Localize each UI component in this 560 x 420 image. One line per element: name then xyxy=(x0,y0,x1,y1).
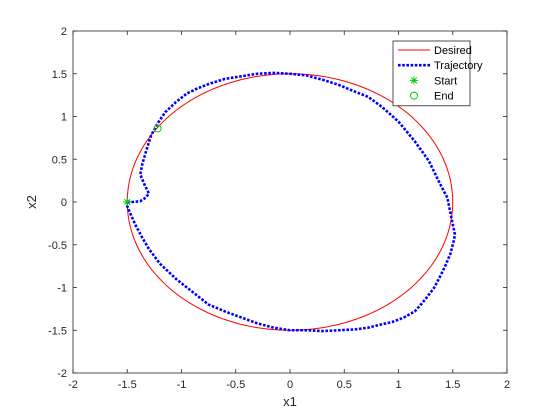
x-tick-label: -2 xyxy=(68,379,78,391)
x-axis-label: x1 xyxy=(283,394,297,409)
tick-layer: -2 -1.5 -1 -0.5 0 0.5 1 1.5 2 -2 -1.5 -1 -0.5 0 0.5 1 1.… xyxy=(48,26,510,391)
y-tick-label: 1 xyxy=(61,112,67,124)
y-tick-label: -0.5 xyxy=(48,240,67,252)
start-marker xyxy=(123,198,132,206)
x-tick-label: 1.5 xyxy=(445,379,460,391)
legend-label: Trajectory xyxy=(434,60,483,72)
legend-box xyxy=(392,40,471,107)
y-tick-label: 0 xyxy=(61,197,67,209)
legend-label: Desired xyxy=(434,45,472,57)
end-marker xyxy=(153,124,162,133)
series-layer xyxy=(123,71,457,333)
y-tick-label: 2 xyxy=(61,26,67,38)
legend-label: End xyxy=(434,91,454,103)
series-trajectory-line xyxy=(125,71,457,333)
legend-swatch-end xyxy=(410,91,418,100)
x-tick-label: -1 xyxy=(177,379,187,391)
legend-swatch-start xyxy=(410,76,418,85)
x-tick-label: 0.5 xyxy=(337,379,352,391)
legend-label: Start xyxy=(434,75,457,87)
x-tick-label: 1 xyxy=(395,379,401,391)
x-tick-label: -1.5 xyxy=(118,379,137,391)
x-tick-label: -0.5 xyxy=(226,379,245,391)
x-tick-label: 2 xyxy=(504,379,510,391)
y-tick-label: -2 xyxy=(57,368,67,380)
x-tick-label: 0 xyxy=(287,379,293,391)
y-tick-label: -1.5 xyxy=(48,325,67,337)
legend: Desired Trajectory Start End xyxy=(392,40,483,107)
y-tick-label: 0.5 xyxy=(52,154,67,166)
y-axis-label: x2 xyxy=(24,195,39,209)
y-tick-label: 1.5 xyxy=(52,69,67,81)
y-tick-label: -1 xyxy=(57,283,67,295)
